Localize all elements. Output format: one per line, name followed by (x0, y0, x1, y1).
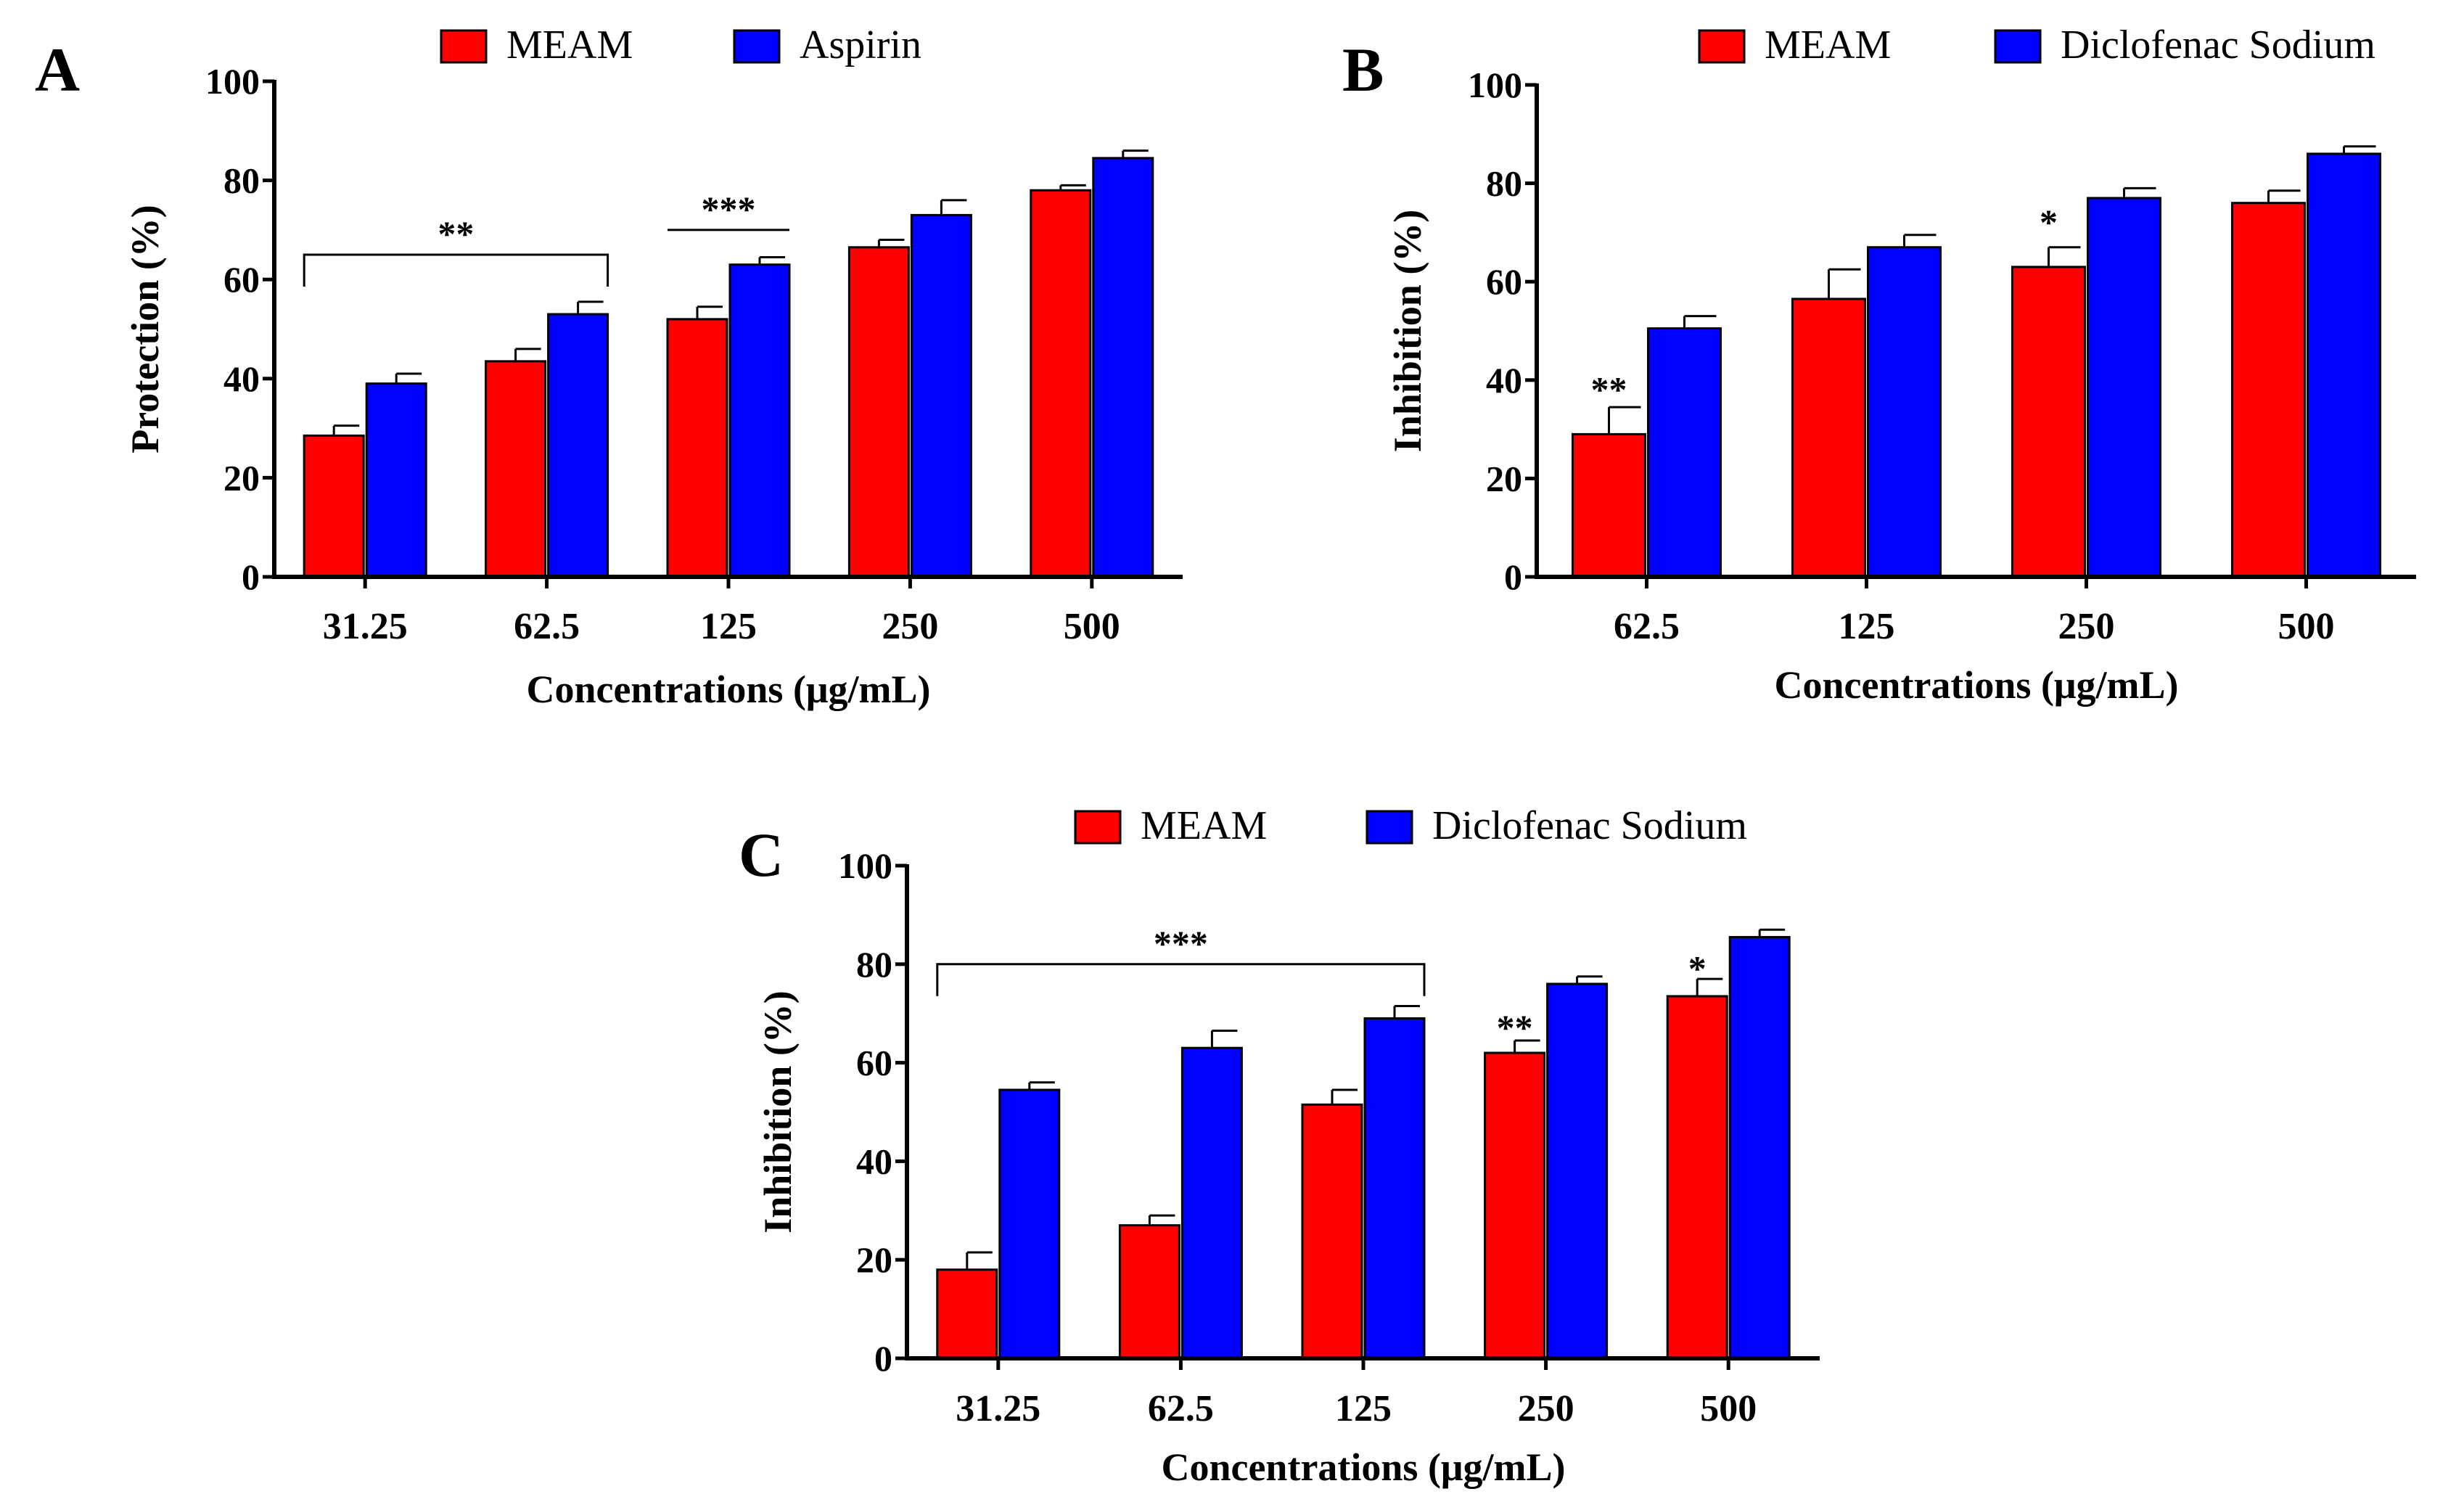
bar-meam-0 (303, 434, 365, 578)
bar-diclofenac-sodium-1 (1180, 1046, 1243, 1360)
bar-diclofenac-sodium-0 (998, 1088, 1061, 1360)
panel-letter: C (739, 820, 784, 890)
bar-diclofenac-sodium-0 (1647, 327, 1722, 578)
bar-diclofenac-sodium-3 (1546, 982, 1609, 1360)
panel-b: B MEAM Diclofenac Sodium 0 20 40 60 80 100 62.5 12… (1342, 22, 2416, 707)
x-axis-title: Concentrations (μg/mL) (526, 668, 930, 711)
panel-c: C MEAM Diclofenac Sodium 0 20 40 60 80 100 31.25 6… (739, 803, 1820, 1489)
bar-meam-2 (666, 318, 728, 578)
x-tick-label: 250 (1518, 1388, 1574, 1429)
significance-label: ** (438, 213, 474, 254)
x-tick-label: 125 (1335, 1388, 1392, 1429)
legend-swatch-0 (1074, 810, 1122, 845)
bar-meam-1 (485, 360, 547, 578)
bar-meam-0 (936, 1268, 998, 1360)
panel-a: A MEAM Aspirin 0 20 40 60 80 100 31.25 62.5 125 250 5… (35, 22, 1183, 711)
x-tick-label: 62.5 (1148, 1388, 1214, 1429)
x-tick-label: 500 (2278, 606, 2335, 647)
bar-aspirin-2 (728, 263, 791, 578)
significance-bracket-0 (936, 963, 1426, 996)
significance-label: * (1688, 948, 1707, 989)
legend-swatch-1 (733, 29, 781, 64)
x-tick-label: 500 (1700, 1388, 1757, 1429)
y-tick-label: 0 (242, 557, 260, 597)
legend-label-0: MEAM (1141, 803, 1267, 848)
x-tick-label: 62.5 (1614, 606, 1680, 647)
x-axis-title: Concentrations (μg/mL) (1774, 663, 2178, 707)
bar-aspirin-4 (1092, 157, 1154, 578)
bar-aspirin-3 (910, 213, 972, 578)
legend-label-0: MEAM (1765, 22, 1891, 67)
bar-meam-4 (1030, 189, 1092, 578)
bar-meam-0 (1572, 432, 1646, 578)
y-tick-label: 40 (1486, 360, 1522, 401)
bar-aspirin-1 (547, 313, 609, 578)
y-tick-label: 80 (223, 160, 260, 201)
bar-meam-3 (847, 246, 910, 578)
bar-meam-1 (1791, 297, 1866, 578)
significance-label: *** (1154, 923, 1208, 964)
x-tick-label: 125 (1839, 606, 1895, 647)
x-tick-label: 125 (700, 606, 757, 647)
y-tick-label: 0 (874, 1338, 892, 1379)
x-axis-title: Concentrations (μg/mL) (1161, 1445, 1565, 1489)
y-axis-title: Inhibition (%) (756, 990, 800, 1234)
significance-bracket-0 (303, 253, 609, 287)
significance-label: *** (702, 189, 756, 229)
bar-diclofenac-sodium-3 (2307, 152, 2381, 578)
legend-swatch-1 (1994, 29, 2042, 64)
y-tick-label: 20 (1486, 458, 1522, 498)
significance-label: ** (1497, 1007, 1533, 1048)
legend-label-1: Aspirin (800, 22, 921, 67)
y-tick-label: 60 (1486, 261, 1522, 302)
significance-label: * (2040, 202, 2058, 242)
x-tick-label: 500 (1064, 606, 1120, 647)
x-tick-label: 62.5 (514, 606, 580, 647)
bar-meam-3 (1484, 1051, 1546, 1360)
y-tick-label: 40 (223, 358, 260, 399)
x-tick-label: 250 (2058, 606, 2115, 647)
x-tick-label: 250 (882, 606, 938, 647)
y-tick-label: 80 (1486, 163, 1522, 204)
x-tick-label: 31.25 (323, 606, 408, 647)
legend-swatch-0 (440, 29, 488, 64)
bar-meam-2 (1301, 1103, 1363, 1360)
y-tick-label: 60 (856, 1043, 892, 1083)
panel-letter: A (35, 35, 80, 104)
bar-meam-1 (1118, 1224, 1180, 1360)
y-tick-label: 40 (856, 1141, 892, 1181)
bar-meam-2 (2011, 266, 2086, 578)
legend-label-0: MEAM (506, 22, 633, 67)
y-tick-label: 80 (856, 944, 892, 985)
significance-label: ** (1591, 369, 1627, 409)
x-tick-label: 31.25 (956, 1388, 1040, 1429)
y-tick-label: 20 (223, 457, 260, 498)
legend-label-1: Diclofenac Sodium (1432, 803, 1747, 848)
y-tick-label: 100 (205, 61, 260, 102)
bar-meam-3 (2231, 202, 2306, 578)
y-tick-label: 100 (1468, 65, 1522, 105)
legend-swatch-0 (1698, 29, 1746, 64)
bar-aspirin-0 (365, 382, 427, 578)
y-axis-title: Inhibition (%) (1386, 210, 1429, 453)
bar-diclofenac-sodium-1 (1867, 246, 1942, 578)
y-tick-label: 60 (223, 259, 260, 300)
y-tick-label: 0 (1504, 557, 1522, 597)
y-tick-label: 20 (856, 1239, 892, 1280)
bar-meam-4 (1666, 995, 1728, 1360)
legend-swatch-1 (1366, 810, 1413, 845)
legend-label-1: Diclofenac Sodium (2061, 22, 2375, 67)
bar-diclofenac-sodium-4 (1728, 935, 1791, 1360)
y-tick-label: 100 (838, 845, 892, 886)
bar-diclofenac-sodium-2 (1363, 1017, 1426, 1360)
bar-diclofenac-sodium-2 (2087, 197, 2161, 578)
panel-letter: B (1342, 35, 1384, 104)
y-axis-title: Protection (%) (123, 205, 167, 453)
